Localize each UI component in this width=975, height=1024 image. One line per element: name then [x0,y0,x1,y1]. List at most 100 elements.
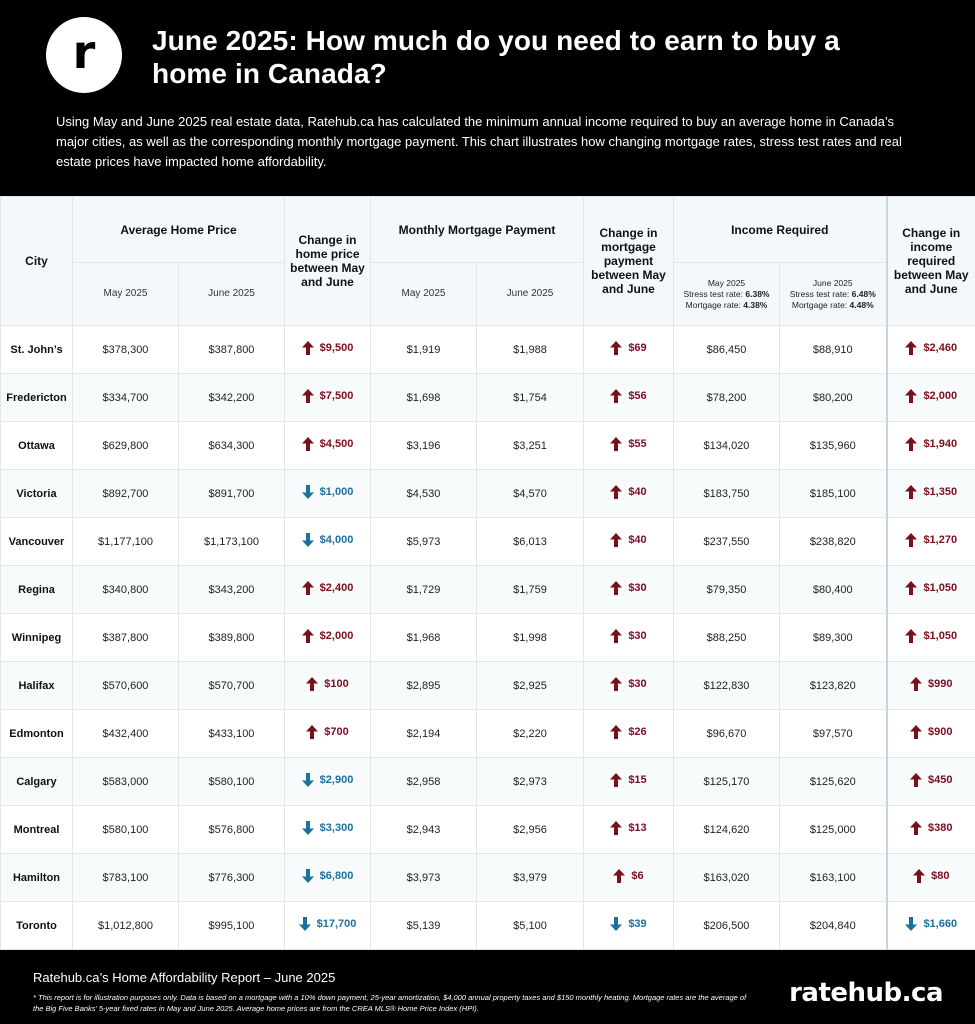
income-june-cell: $204,840 [778,901,888,950]
change-value: $30 [628,678,647,690]
income-change-cell: $380 [885,805,975,854]
payment-june-cell: $2,956 [476,805,584,854]
income-june-cell: $238,820 [778,517,888,566]
subheader-price-june: June 2025 [178,262,285,326]
change-indicator: $1,940 [905,437,957,451]
income-june-cell: $135,960 [778,421,888,470]
payment-june-cell: $2,220 [476,709,584,758]
income-may-cell: $237,550 [673,517,780,566]
change-value: $1,660 [923,918,958,930]
change-value: $1,350 [923,486,958,498]
price-change-cell: $4,000 [284,517,371,566]
payment-change-cell: $13 [583,805,674,854]
arrow-down-icon [610,917,623,931]
subheader-price-may: May 2025 [72,262,179,326]
change-indicator: $2,000 [301,629,354,643]
may-stress-rate: Stress test rate: 6.38% [674,289,779,300]
arrow-up-icon [610,437,623,451]
change-indicator: $380 [910,821,953,835]
change-value: $2,000 [319,630,354,642]
arrow-up-icon [905,437,918,451]
city-cell: Calgary [0,757,73,806]
change-indicator: $55 [610,437,647,451]
income-june-label: June 2025 [812,277,853,288]
header-payment-change: Change in mortgage payment between May a… [583,196,674,326]
june-stress-rate: Stress test rate: 6.48% [780,289,886,300]
change-value: $6,800 [319,870,354,882]
payment-may-cell: $3,196 [370,421,477,470]
change-value: $1,000 [319,486,354,498]
header-price-change: Change in home price between May and Jun… [284,196,371,326]
change-value: $69 [628,342,647,354]
income-june-cell: $185,100 [778,469,888,518]
payment-june-cell: $1,754 [476,373,584,422]
arrow-up-icon [613,869,626,883]
city-cell: Vancouver [0,517,73,566]
price-may-cell: $892,700 [72,469,179,518]
header-monthly-payment: Monthly Mortgage Payment [370,196,584,263]
price-change-cell: $100 [284,661,371,710]
income-june-cell: $80,400 [778,565,888,614]
income-change-cell: $1,050 [885,613,975,662]
payment-change-cell: $30 [583,565,674,614]
payment-change-cell: $26 [583,709,674,758]
payment-may-cell: $2,943 [370,805,477,854]
arrow-up-icon [910,677,923,691]
arrow-up-icon [610,389,623,403]
city-cell: Montreal [0,805,73,854]
header-average-home-price: Average Home Price [72,196,285,263]
price-may-cell: $1,012,800 [72,901,179,950]
payment-change-cell: $56 [583,373,674,422]
income-may-cell: $96,670 [673,709,780,758]
change-indicator: $900 [910,725,953,739]
payment-may-cell: $4,530 [370,469,477,518]
change-value: $2,460 [923,342,958,354]
payment-may-cell: $1,919 [370,325,477,374]
arrow-up-icon [610,341,623,355]
change-value: $3,300 [319,822,354,834]
price-may-cell: $783,100 [72,853,179,902]
change-indicator: $30 [610,677,647,691]
change-value: $55 [628,438,647,450]
income-may-cell: $124,620 [673,805,780,854]
payment-change-cell: $69 [583,325,674,374]
payment-june-cell: $3,979 [476,853,584,902]
payment-may-cell: $5,139 [370,901,477,950]
change-value: $30 [628,630,647,642]
change-value: $7,500 [319,390,354,402]
table-row: Hamilton $783,100 $776,300 $6,800 $3,973 $3,9… [0,853,975,902]
payment-june-cell: $4,570 [476,469,584,518]
income-june-cell: $80,200 [778,373,888,422]
price-june-cell: $570,700 [178,661,285,710]
change-value: $2,900 [319,774,354,786]
change-indicator: $30 [610,581,647,595]
table-row: St. John’s $378,300 $387,800 $9,500 $1,919 $1… [0,325,975,374]
price-june-cell: $343,200 [178,565,285,614]
table-row: Halifax $570,600 $570,700 $100 $2,895 $2,925 $… [0,661,975,710]
stress-rate-label: Stress test rate: [683,288,744,299]
city-cell: St. John’s [0,325,73,374]
price-may-cell: $580,100 [72,805,179,854]
price-change-cell: $9,500 [284,325,371,374]
income-change-cell: $1,940 [885,421,975,470]
footer-title: Ratehub.ca’s Home Affordability Report –… [33,970,336,985]
arrow-up-icon [610,533,623,547]
income-june-cell: $125,000 [778,805,888,854]
payment-may-cell: $1,698 [370,373,477,422]
income-may-cell: $134,020 [673,421,780,470]
price-may-cell: $432,400 [72,709,179,758]
income-change-cell: $990 [885,661,975,710]
price-june-cell: $891,700 [178,469,285,518]
table-row: Calgary $583,000 $580,100 $2,900 $2,958 $2,97… [0,757,975,806]
header-income-required: Income Required [672,196,888,263]
price-june-cell: $342,200 [178,373,285,422]
stress-rate-value: 6.38% [745,288,770,299]
change-indicator: $15 [610,773,647,787]
arrow-down-icon [301,485,314,499]
income-change-cell: $450 [885,757,975,806]
footer-disclaimer: * This report is for illustration purpos… [33,993,747,1013]
change-value: $380 [928,822,953,834]
change-value: $4,000 [319,534,354,546]
income-change-cell: $2,000 [885,373,975,422]
arrow-up-icon [913,869,926,883]
